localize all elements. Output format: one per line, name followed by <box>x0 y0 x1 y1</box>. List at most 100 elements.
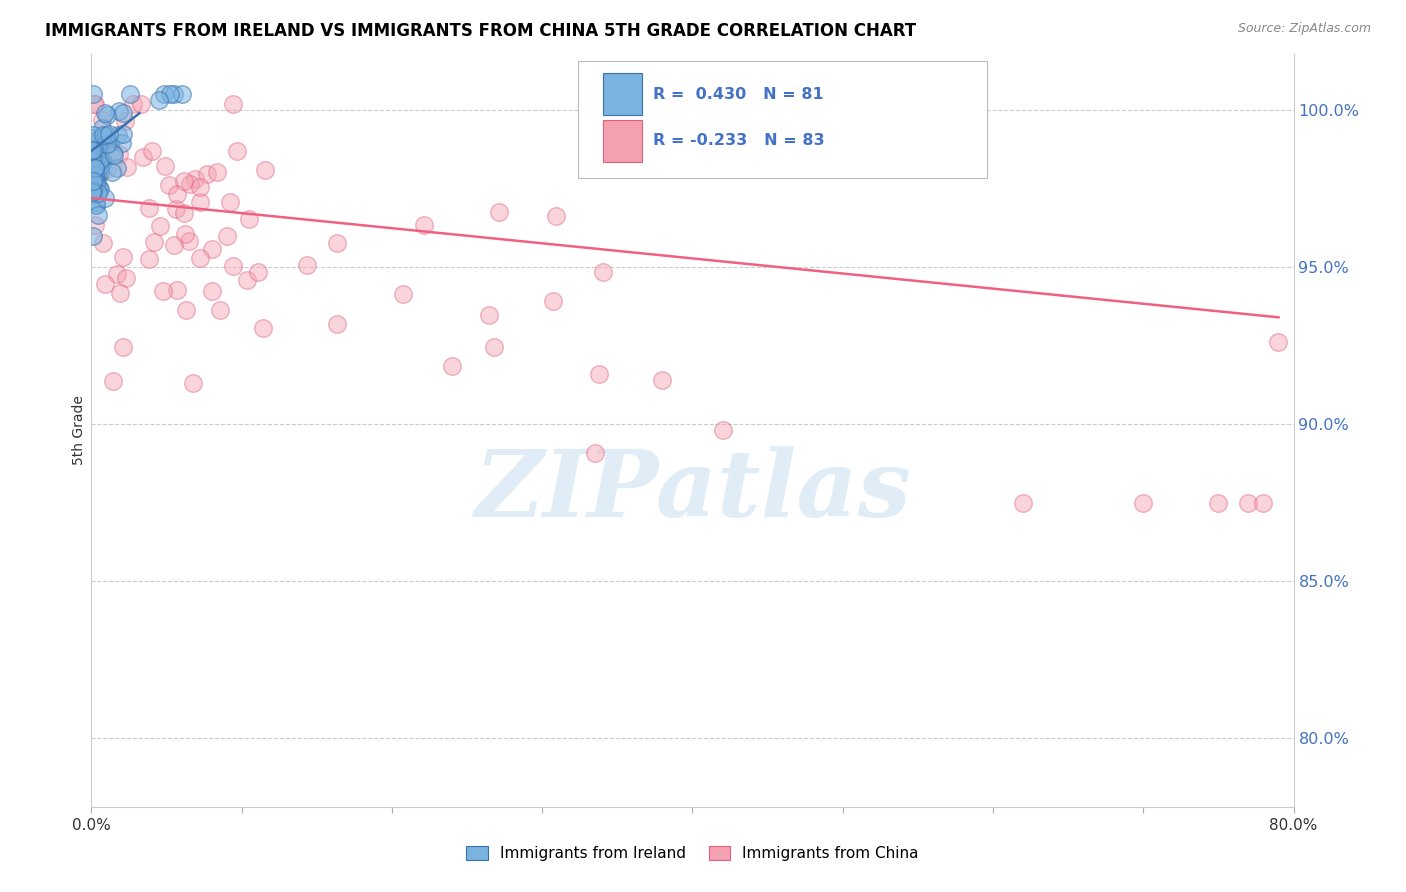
Point <box>174 303 197 318</box>
Point <box>82 174 104 188</box>
Point <box>84 198 107 212</box>
Point <box>326 235 349 250</box>
Point <box>163 87 186 102</box>
Point <box>82 163 104 178</box>
Point <box>87 186 110 200</box>
Point <box>89 166 111 180</box>
Point <box>441 359 464 373</box>
Point <box>129 96 152 111</box>
Point <box>544 209 567 223</box>
Point <box>152 87 174 102</box>
Y-axis label: 5th Grade: 5th Grade <box>72 395 86 466</box>
Point <box>94 277 117 291</box>
Point <box>1132 495 1154 509</box>
Point <box>114 114 136 128</box>
Point <box>588 367 610 381</box>
Point <box>152 284 174 298</box>
Point <box>108 285 131 300</box>
Point <box>111 127 134 141</box>
Point <box>111 136 134 150</box>
Point <box>226 144 249 158</box>
Point <box>488 205 510 219</box>
FancyBboxPatch shape <box>603 120 643 161</box>
Point <box>86 149 108 163</box>
Point <box>592 265 614 279</box>
Point <box>188 179 211 194</box>
Point <box>188 251 211 265</box>
Point <box>91 112 114 127</box>
Point <box>392 287 415 301</box>
Point <box>93 106 115 120</box>
Point <box>295 258 318 272</box>
Point <box>80 175 103 189</box>
Point <box>94 128 117 142</box>
Point <box>138 252 160 266</box>
Point <box>84 161 107 175</box>
Point <box>121 96 143 111</box>
Point <box>96 130 118 145</box>
Point <box>82 156 104 170</box>
Point <box>87 159 110 173</box>
Point <box>80 185 103 199</box>
Point <box>89 143 111 157</box>
Point <box>96 108 118 122</box>
Point <box>87 208 110 222</box>
Point <box>87 180 110 194</box>
Point <box>82 138 104 153</box>
Point <box>82 186 104 201</box>
Point <box>82 87 104 102</box>
Point <box>166 187 188 202</box>
Point <box>91 155 114 169</box>
Point <box>84 96 107 111</box>
Point <box>87 169 110 183</box>
Point <box>482 340 505 354</box>
Point <box>209 302 232 317</box>
Point <box>107 104 129 119</box>
Point <box>756 109 779 123</box>
Point <box>91 153 114 168</box>
Point <box>252 320 274 334</box>
Point <box>82 184 104 198</box>
Point <box>222 259 245 273</box>
Point <box>91 235 114 250</box>
Point <box>184 172 207 186</box>
Point <box>1237 495 1260 509</box>
Point <box>82 174 104 188</box>
Point <box>83 156 105 170</box>
Point <box>83 136 105 150</box>
Point <box>101 146 124 161</box>
Point <box>83 168 105 182</box>
Point <box>98 136 121 150</box>
Point <box>84 168 107 182</box>
Point <box>179 234 201 248</box>
Point <box>83 173 105 187</box>
Point <box>166 283 188 297</box>
Point <box>80 136 103 151</box>
Point <box>157 178 180 192</box>
Point <box>246 265 269 279</box>
Point <box>478 308 501 322</box>
Text: ZIPatlas: ZIPatlas <box>474 446 911 536</box>
Point <box>82 169 104 183</box>
Point <box>80 153 103 168</box>
Point <box>583 445 606 459</box>
Point <box>188 195 211 210</box>
Point <box>111 250 134 264</box>
Point <box>96 161 118 176</box>
Point <box>218 194 240 209</box>
FancyBboxPatch shape <box>603 73 643 115</box>
Point <box>103 148 125 162</box>
Point <box>83 171 105 186</box>
Point <box>159 87 181 102</box>
Point <box>222 96 245 111</box>
Point <box>83 143 105 157</box>
Point <box>82 163 104 178</box>
Point <box>86 178 108 193</box>
Point <box>89 181 111 195</box>
Point <box>153 159 176 173</box>
Point <box>83 218 105 232</box>
Point <box>149 219 172 233</box>
Point <box>105 161 128 175</box>
Point <box>651 373 673 387</box>
Point <box>94 129 117 144</box>
